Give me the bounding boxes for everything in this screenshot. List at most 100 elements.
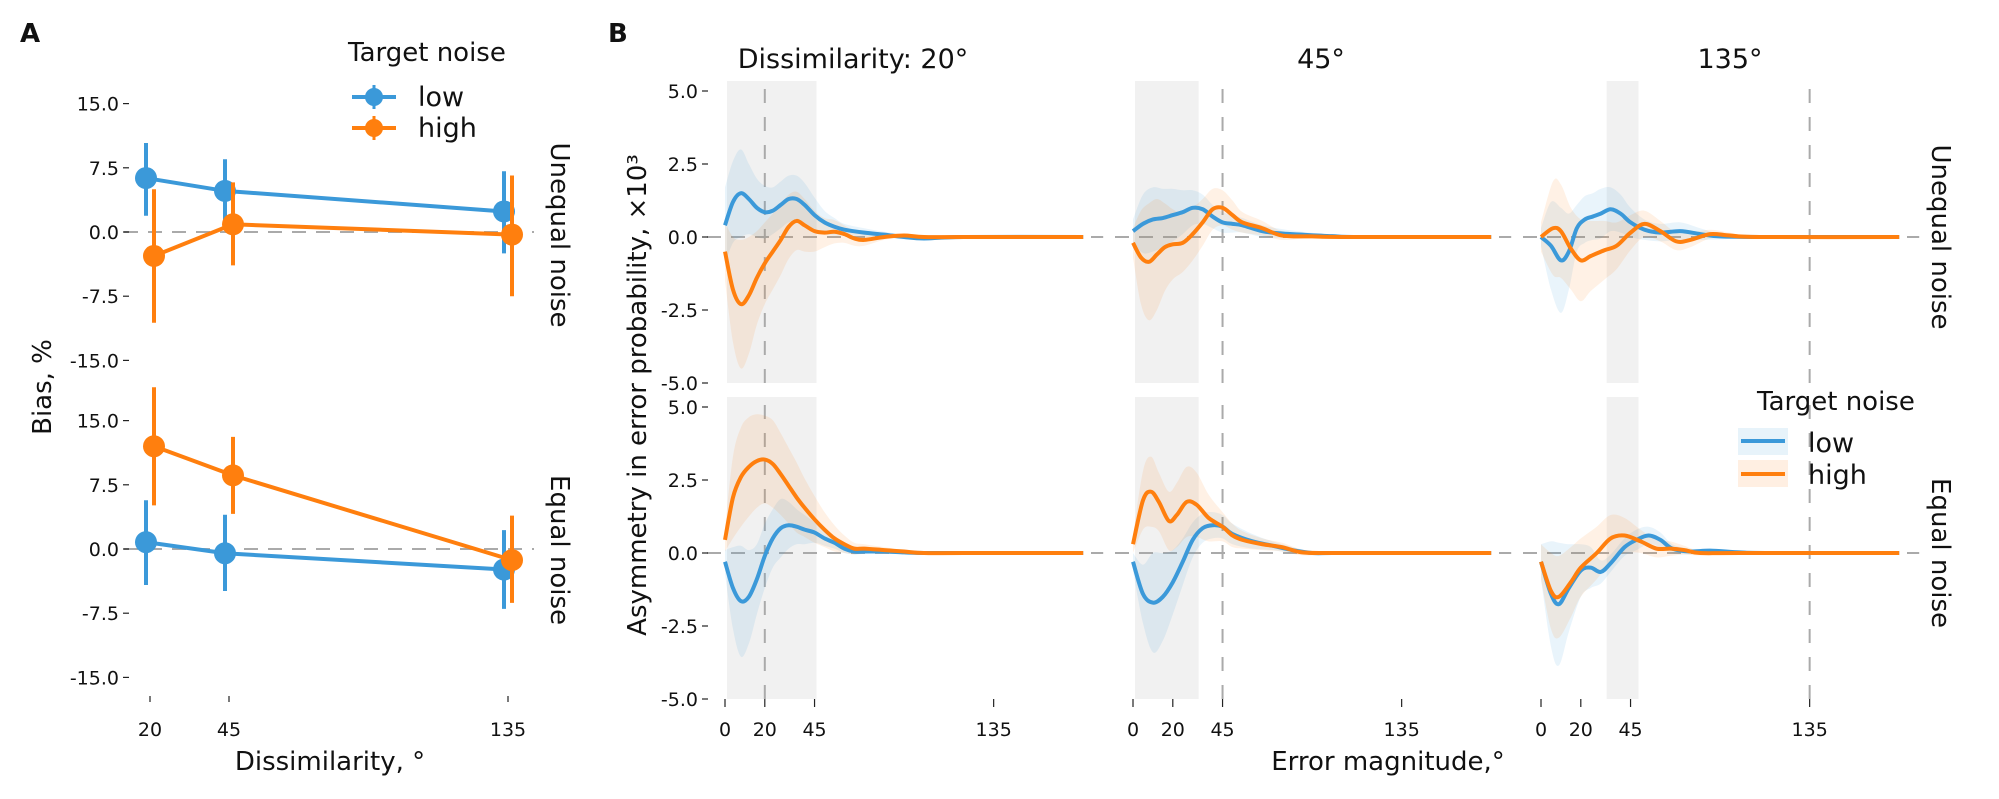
series-line-high [153,444,513,563]
x-tick-label: 135 [1792,719,1828,741]
panel-b-y-axis-label-text: Asymmetry in error probability, ×10³ [623,154,653,636]
x-tick-label: 45 [802,719,826,741]
legend-label-high: high [1808,460,1867,491]
series-line-high [723,457,1084,556]
x-tick-label: 0 [1535,719,1547,741]
confidence-band-high [725,191,1084,369]
panel-b-letter: B [608,19,628,49]
panel-a-legend-title: Target noise [347,38,506,68]
legend-entry-low: low [352,82,464,113]
shaded-region [727,81,817,383]
data-point-high [501,549,523,572]
shaded-region [727,397,817,699]
panel-b-row-label-equal: Equal noise [1925,478,1955,628]
x-tick-label: 0 [719,719,731,741]
y-tick-label: -2.5 [661,616,698,638]
y-tick-label: 2.5 [668,470,698,492]
data-point-high [143,244,165,267]
y-tick-label: 5.0 [668,397,698,419]
y-tick-label: 5.0 [668,81,698,103]
x-tick-label: 0 [1127,719,1139,741]
facet-title-135: 135° [1697,44,1762,75]
data-point-high [222,464,244,487]
y-tick-label: 7.5 [89,158,119,180]
confidence-band-high [1541,514,1900,639]
x-tick-label: 20 [1569,719,1593,741]
panel-b-series-lines [723,191,1900,607]
panel-a-row-label-unequal: Unequal noise [544,142,574,327]
x-tick-label: 20 [138,719,162,741]
y-tick-label: -15.0 [70,667,119,689]
legend-entry-high: high [352,113,477,144]
series-line-high [723,218,1084,307]
x-tick-label: 45 [1618,719,1642,741]
y-tick-label: -7.5 [82,603,119,625]
panel-a-row-label-equal: Equal noise [544,475,574,625]
data-point-low [493,200,515,223]
y-tick-label: -5.0 [661,373,698,395]
legend-label-low: low [418,82,464,113]
shaded-region [1135,81,1199,383]
y-tick-label: -5.0 [661,689,698,711]
data-point-low [214,179,236,202]
data-point-high [501,223,523,246]
data-point-high [222,213,244,236]
y-tick-label: -7.5 [82,286,119,308]
panel-b-x-axis-label: Error magnitude,° [1271,747,1505,777]
series-line-high [1131,205,1492,264]
series-line-high [153,222,513,258]
legend-swatch-high-marker [365,119,383,137]
panel-b-y-ticks: 5.02.50.0-2.5-5.05.02.50.0-2.5-5.0 [661,81,708,711]
panel-a-y-ticks: 15.0 7.5 0.0 -7.5 -15.0 15.0 7.5 0.0 -7.5 -15.0 [70,94,129,689]
legend-label-low: low [1808,428,1854,459]
panel-b-row-label-unequal: Unequal noise [1925,144,1955,329]
panel-b-shaded-regions [727,81,1639,699]
y-tick-label: 0.0 [668,543,698,565]
y-tick-label: 0.0 [89,222,119,244]
y-tick-label: 15.0 [77,411,119,433]
y-tick-label: 0.0 [89,539,119,561]
data-point-low [135,531,157,554]
panel-b-y-axis-label: Asymmetry in error probability, ×10³ [623,154,653,636]
panel-b-confidence-bands [725,149,1900,666]
series-line-high [1539,221,1900,263]
panel-a-y-axis-label: Bias, % [28,339,58,435]
x-tick-label: 135 [1384,719,1420,741]
panel-a-x-axis-label: Dissimilarity, ° [235,747,425,777]
confidence-band-low [725,498,1084,658]
panel-a-reference-lines [124,231,534,550]
panel-a-series [135,142,523,609]
series-line-high [1131,489,1492,556]
confidence-band-low [1541,187,1900,313]
x-tick-label: 20 [753,719,777,741]
panel-a-legend: Target noise low high [347,38,506,144]
data-point-low [135,167,157,190]
panel-a-x-ticks: 20 45 135 [138,696,526,741]
y-tick-label: -15.0 [70,350,119,372]
data-point-high [143,435,165,458]
series-line-high [1539,533,1900,600]
panel-a: 15.0 7.5 0.0 -7.5 -15.0 15.0 7.5 0.0 -7.5 -15.0 2… [28,38,574,777]
panel-b: 5.02.50.0-2.5-5.05.02.50.0-2.5-5.0 0 20 45… [623,44,1955,777]
y-tick-label: -2.5 [661,300,698,322]
confidence-band-high [1541,178,1900,302]
panel-b-legend-title: Target noise [1756,387,1915,417]
facet-title-45: 45° [1297,44,1345,75]
panel-a-letter: A [20,19,40,49]
x-tick-label: 45 [217,719,241,741]
facet-title-20: Dissimilarity: 20° [738,44,969,75]
confidence-band-low [725,149,1084,264]
y-tick-label: 15.0 [77,94,119,116]
panel-b-reference-lines [707,89,1920,699]
data-point-low [214,542,236,565]
x-tick-label: 135 [976,719,1012,741]
x-tick-label: 45 [1210,719,1234,741]
legend-entry-high: high [1738,460,1867,491]
legend-entry-low: low [1738,428,1854,459]
confidence-band-high [1133,456,1492,556]
y-tick-label: 0.0 [668,227,698,249]
panel-b-x-ticks: 0 20 45 135 0 20 45 135 0 20 45 135 [719,699,1828,741]
series-line-low [145,540,505,572]
legend-swatch-low-marker [365,88,383,106]
